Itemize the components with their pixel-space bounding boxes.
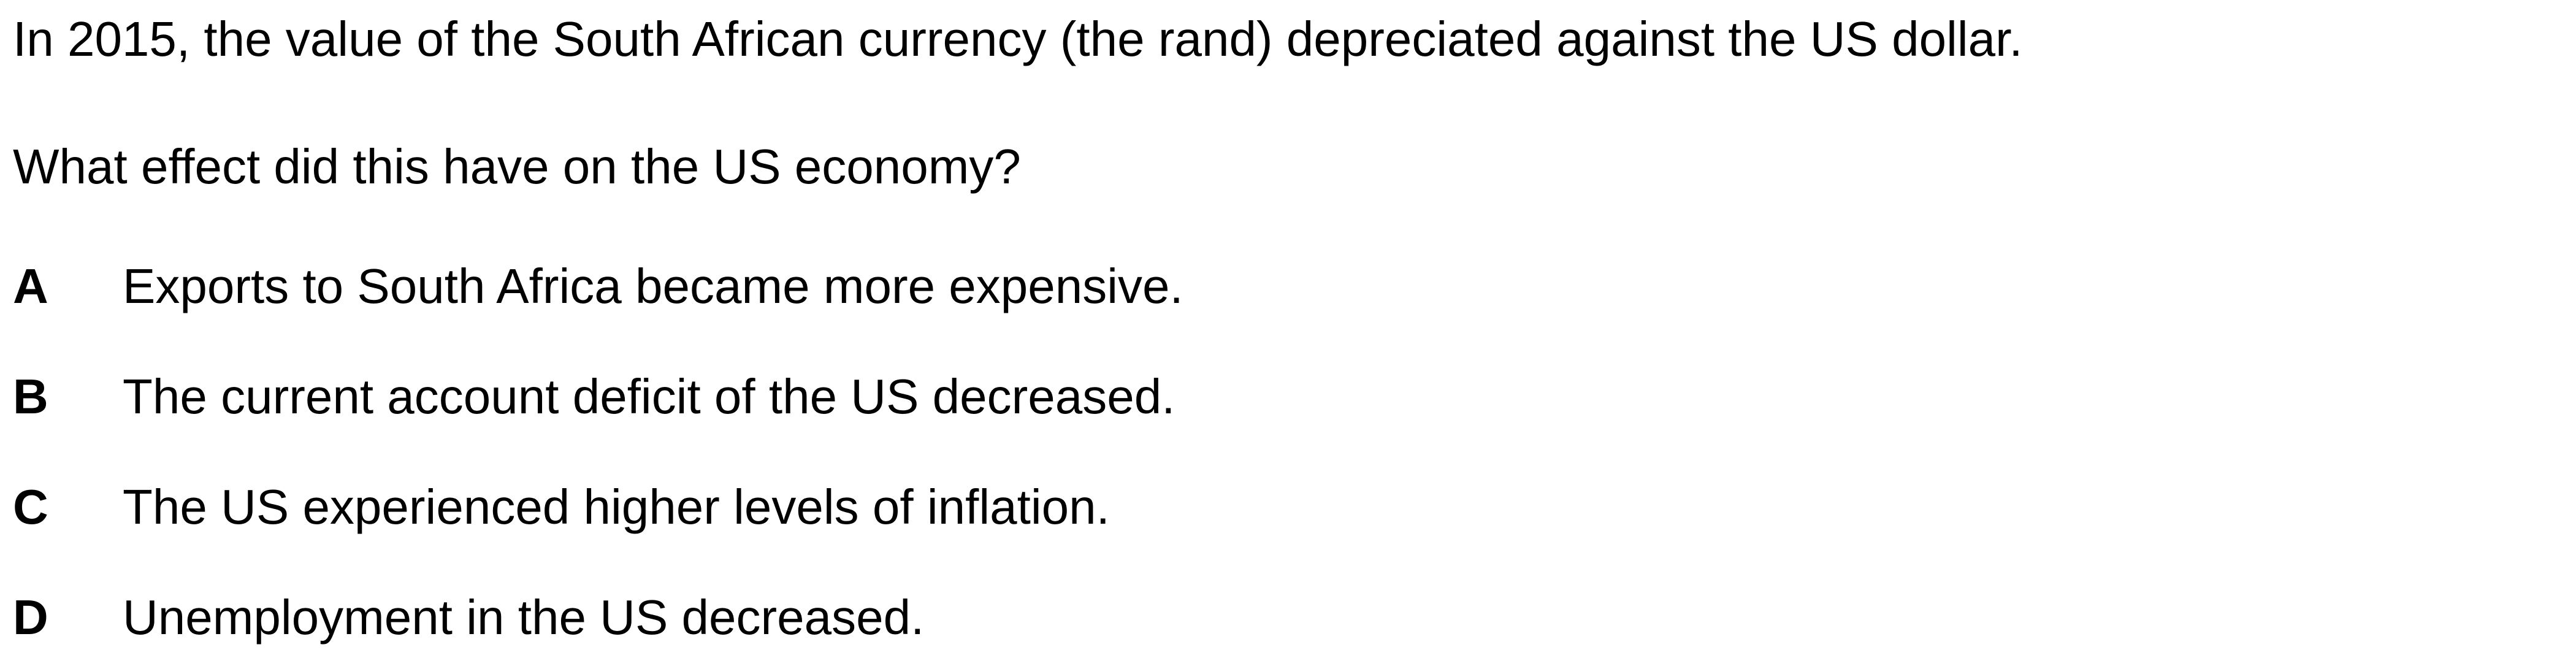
option-a-letter: A bbox=[13, 259, 48, 313]
option-a-text: Exports to South Africa became more expe… bbox=[123, 259, 1183, 313]
option-d[interactable]: D Unemployment in the US decreased. bbox=[0, 593, 2576, 654]
question-prompt: What effect did this have on the US econ… bbox=[13, 139, 1021, 194]
option-d-text: Unemployment in the US decreased. bbox=[123, 590, 925, 645]
option-d-letter: D bbox=[13, 590, 48, 645]
option-c-letter: C bbox=[13, 480, 48, 534]
option-b[interactable]: B The current account deficit of the US … bbox=[0, 372, 2576, 434]
option-c[interactable]: C The US experienced higher levels of in… bbox=[0, 483, 2576, 544]
option-a[interactable]: A Exports to South Africa became more ex… bbox=[0, 262, 2576, 323]
option-c-text: The US experienced higher levels of infl… bbox=[123, 480, 1110, 534]
option-b-letter: B bbox=[13, 369, 48, 424]
question-intro: In 2015, the value of the South African … bbox=[13, 12, 2023, 66]
option-b-text: The current account deficit of the US de… bbox=[123, 369, 1175, 424]
